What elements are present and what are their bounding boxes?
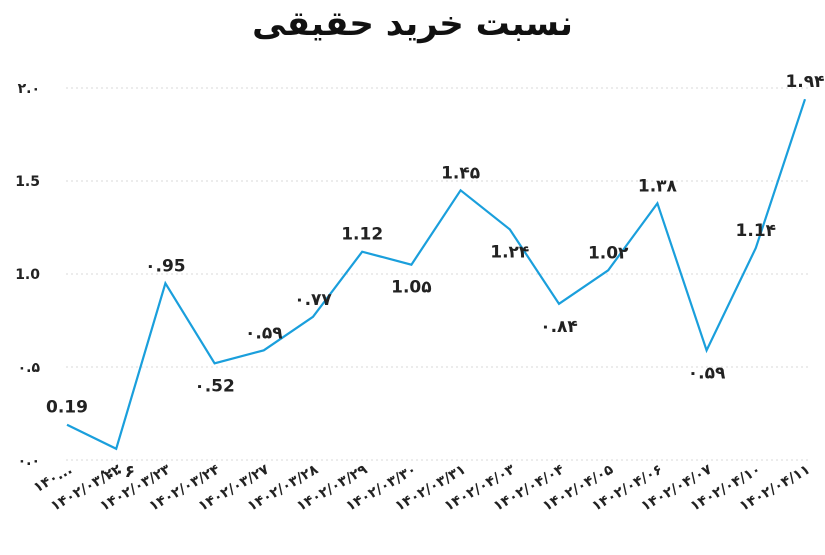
data-label: ۰.۷۷ — [294, 290, 332, 310]
data-label: 1.12 — [341, 225, 383, 245]
data-label: ۰.۵۹ — [245, 323, 283, 343]
data-label: 1.۳۸ — [638, 176, 678, 196]
data-label: 1.۲۴ — [490, 242, 529, 262]
y-tick-label: ۰.۰ — [18, 453, 40, 469]
data-label: ۰.95 — [145, 256, 186, 276]
data-labels: 0.19 ۰.۰۶ ۰.95 ۰.52 ۰.۵۹ ۰.۷۷ 1.12 1.0۵ 1.۴۵ 1.۲۴… — [46, 72, 825, 482]
y-tick-label: ۰.۵ — [18, 360, 41, 376]
chart-title: نسبت خرید حقیقی — [252, 4, 573, 44]
data-label: 1.0۵ — [391, 278, 432, 298]
y-tick-label: ۲.۰ — [18, 81, 40, 97]
series-line — [66, 98, 807, 451]
y-tick-label: 1.0 — [15, 267, 40, 283]
data-label: 1.۴۵ — [441, 163, 480, 183]
data-label: ۰.52 — [194, 376, 235, 396]
grid — [66, 87, 808, 461]
x-axis-ticks: ۱۴۰...۱۴۰۲/۰۳/۲۲۱۴۰۲/۰۳/۲۳۱۴۰۲/۰۳/۲۴۱۴۰۲… — [31, 461, 813, 514]
data-label: 1.1۴ — [736, 221, 777, 241]
y-axis-ticks: ۰.۰ ۰.۵ 1.0 1.5 ۲.۰ — [15, 81, 40, 469]
data-label: ۰.۸۴ — [540, 317, 578, 337]
data-label: 1.0۲ — [588, 243, 629, 263]
data-label: 0.19 — [46, 398, 88, 418]
data-label: ۰.۰۶ — [97, 462, 135, 482]
data-label: ۰.۵۹ — [688, 363, 726, 383]
series-line-group — [66, 98, 807, 451]
y-tick-label: 1.5 — [15, 174, 40, 190]
data-label: 1.۹۴ — [785, 72, 824, 92]
